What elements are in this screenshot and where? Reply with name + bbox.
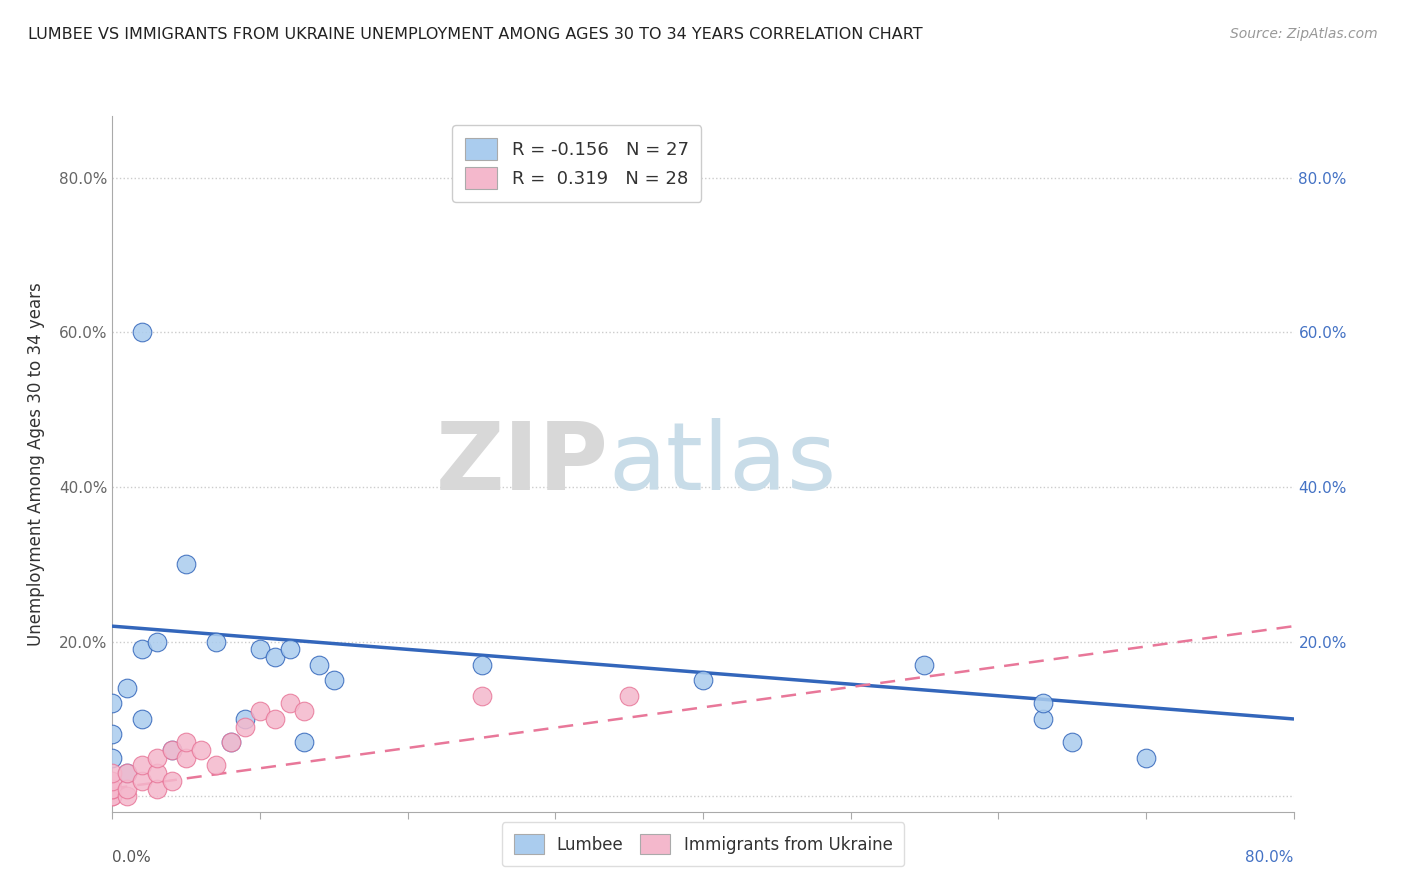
Text: atlas: atlas xyxy=(609,417,837,510)
Point xyxy=(131,326,153,340)
Point xyxy=(101,750,124,764)
Point xyxy=(470,657,494,672)
Point xyxy=(101,697,124,711)
Point xyxy=(233,720,256,734)
Text: LUMBEE VS IMMIGRANTS FROM UKRAINE UNEMPLOYMENT AMONG AGES 30 TO 34 YEARS CORRELA: LUMBEE VS IMMIGRANTS FROM UKRAINE UNEMPL… xyxy=(28,27,922,42)
Legend: Lumbee, Immigrants from Ukraine: Lumbee, Immigrants from Ukraine xyxy=(502,822,904,866)
Point xyxy=(308,657,330,672)
Point xyxy=(101,781,124,796)
Point xyxy=(233,712,256,726)
Point xyxy=(101,773,124,788)
Point xyxy=(219,735,242,749)
Point xyxy=(278,697,301,711)
Point xyxy=(264,712,287,726)
Point xyxy=(117,789,138,804)
Point xyxy=(278,642,301,657)
Point xyxy=(190,743,212,757)
Point xyxy=(1062,735,1084,749)
Point xyxy=(101,727,124,741)
Point xyxy=(692,673,714,688)
Point xyxy=(174,750,197,764)
Text: 80.0%: 80.0% xyxy=(1246,850,1294,865)
Point xyxy=(131,758,153,772)
Point xyxy=(292,735,315,749)
Point xyxy=(146,634,169,648)
Point xyxy=(914,657,936,672)
Point xyxy=(101,789,124,804)
Point xyxy=(174,735,197,749)
Point xyxy=(101,766,124,780)
Point xyxy=(117,681,138,695)
Point xyxy=(1032,712,1054,726)
Point xyxy=(470,689,494,703)
Point xyxy=(117,781,138,796)
Point xyxy=(131,773,153,788)
Point xyxy=(174,558,197,572)
Point xyxy=(205,758,228,772)
Point xyxy=(160,773,183,788)
Point xyxy=(292,704,315,718)
Point xyxy=(146,781,169,796)
Text: 0.0%: 0.0% xyxy=(112,850,152,865)
Point xyxy=(323,673,346,688)
Text: Source: ZipAtlas.com: Source: ZipAtlas.com xyxy=(1230,27,1378,41)
Point xyxy=(117,766,138,780)
Point xyxy=(160,743,183,757)
Point xyxy=(219,735,242,749)
Point xyxy=(205,634,228,648)
Point xyxy=(264,650,287,665)
Point xyxy=(249,704,271,718)
Point xyxy=(1135,750,1157,764)
Point xyxy=(117,766,138,780)
Point xyxy=(146,766,169,780)
Point xyxy=(146,750,169,764)
Y-axis label: Unemployment Among Ages 30 to 34 years: Unemployment Among Ages 30 to 34 years xyxy=(27,282,45,646)
Text: ZIP: ZIP xyxy=(436,417,609,510)
Point xyxy=(101,789,124,804)
Point xyxy=(619,689,641,703)
Point xyxy=(1032,697,1054,711)
Point xyxy=(131,642,153,657)
Point xyxy=(160,743,183,757)
Point xyxy=(101,781,124,796)
Point xyxy=(249,642,271,657)
Point xyxy=(131,712,153,726)
